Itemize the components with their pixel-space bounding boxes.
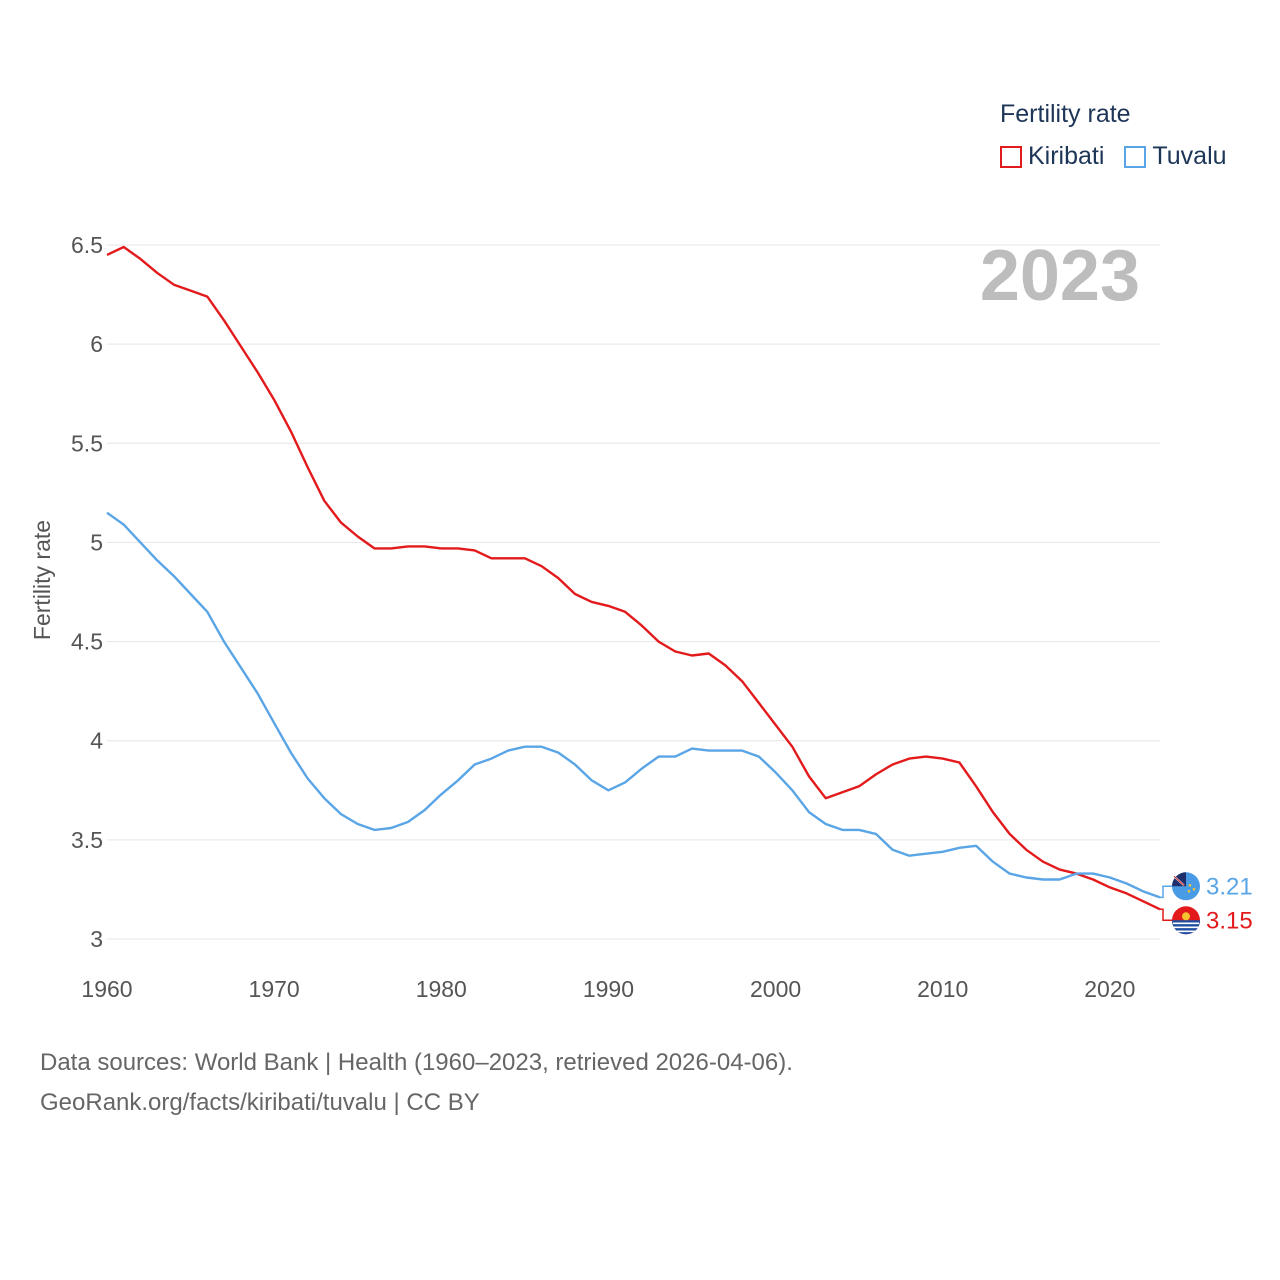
y-tick-label: 3.5 [71, 827, 103, 853]
end-value-kiribati: 3.15 [1206, 907, 1253, 934]
series-line-kiribati [106, 245, 1161, 911]
legend: Kiribati Tuvalu [1000, 142, 1247, 171]
series-lines [106, 245, 1161, 911]
end-value-tuvalu: 3.21 [1206, 873, 1253, 900]
x-axis-ticks: 1960 1970 1980 1990 2000 2010 2020 [81, 976, 1135, 1002]
legend-label-tuvalu: Tuvalu [1152, 142, 1227, 170]
y-tick-label: 6.5 [71, 232, 103, 258]
flag-icon-tuvalu [1172, 872, 1200, 901]
footer: Data sources: World Bank | Health (1960–… [40, 1043, 793, 1123]
y-axis-label: Fertility rate [29, 520, 55, 640]
x-tick-label: 2000 [750, 976, 801, 1002]
x-tick-label: 2010 [917, 976, 968, 1002]
x-tick-label: 2020 [1084, 976, 1135, 1002]
x-tick-label: 1990 [583, 976, 634, 1002]
legend-item-tuvalu[interactable]: Tuvalu [1124, 142, 1227, 171]
grid-lines [107, 244, 1160, 940]
end-markers: 3.21 3.15 [1160, 872, 1253, 935]
legend-swatch-kiribati [1000, 145, 1022, 168]
x-tick-label: 1960 [81, 976, 132, 1002]
y-axis-ticks: 3 3.5 4 4.5 5 5.5 6 6.5 [71, 232, 103, 952]
legend-label-kiribati: Kiribati [1028, 142, 1105, 170]
y-tick-label: 4 [90, 728, 103, 754]
legend-title: Fertility rate [1000, 100, 1131, 128]
year-display: 2023 [980, 236, 1140, 316]
flag-icon-kiribati [1172, 906, 1200, 935]
y-tick-label: 3 [90, 926, 103, 952]
y-tick-label: 5.5 [71, 430, 103, 456]
x-tick-label: 1970 [249, 976, 300, 1002]
footer-attribution[interactable]: GeoRank.org/facts/kiribati/tuvalu | CC B… [40, 1089, 480, 1116]
y-tick-label: 6 [90, 331, 103, 357]
end-connector-tuvalu [1160, 885, 1172, 899]
end-connector-kiribati [1160, 908, 1172, 922]
y-tick-label: 5 [90, 529, 103, 555]
legend-item-kiribati[interactable]: Kiribati [1000, 142, 1104, 171]
legend-swatch-tuvalu [1124, 145, 1147, 168]
x-tick-label: 1980 [416, 976, 467, 1002]
series-line-tuvalu [106, 511, 1161, 899]
y-tick-label: 4.5 [71, 629, 103, 655]
footer-sources: Data sources: World Bank | Health (1960–… [40, 1049, 793, 1076]
